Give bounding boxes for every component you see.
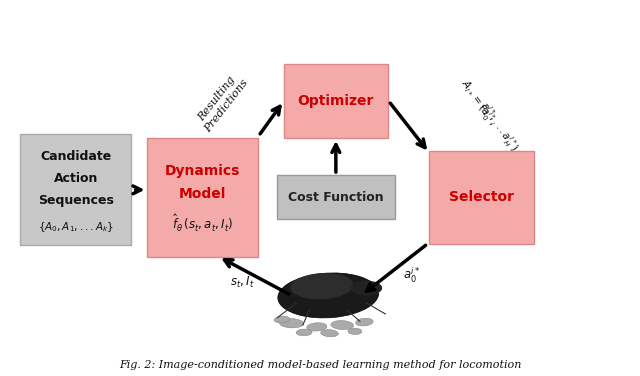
Ellipse shape (280, 318, 303, 328)
Ellipse shape (331, 321, 353, 329)
Ellipse shape (321, 330, 339, 337)
FancyBboxPatch shape (429, 151, 534, 244)
Text: Candidate: Candidate (40, 150, 111, 163)
Text: $a_0^{i*}$: $a_0^{i*}$ (403, 265, 421, 285)
Text: Sequences: Sequences (38, 194, 114, 208)
FancyArrowPatch shape (390, 103, 425, 147)
FancyBboxPatch shape (284, 64, 388, 138)
Text: $a_1^{i*}, ...a_H^{i*})$: $a_1^{i*}, ...a_H^{i*})$ (476, 99, 522, 155)
Text: Dynamics: Dynamics (165, 164, 240, 178)
FancyArrowPatch shape (367, 245, 426, 291)
Text: Action: Action (54, 172, 98, 185)
Text: Optimizer: Optimizer (298, 94, 374, 108)
Text: Selector: Selector (449, 190, 515, 204)
FancyBboxPatch shape (147, 138, 258, 256)
Text: $\hat{f}_{\theta}\,(s_t, a_t, I_t)$: $\hat{f}_{\theta}\,(s_t, a_t, I_t)$ (172, 213, 233, 234)
FancyBboxPatch shape (277, 175, 394, 220)
Text: $\{A_0, A_1, ...A_k\}$: $\{A_0, A_1, ...A_k\}$ (38, 220, 114, 234)
Ellipse shape (296, 329, 312, 336)
FancyArrowPatch shape (225, 260, 289, 294)
FancyBboxPatch shape (20, 134, 131, 246)
Text: Resulting
Predictions: Resulting Predictions (193, 71, 250, 135)
Ellipse shape (307, 323, 327, 331)
Ellipse shape (356, 318, 373, 326)
Text: Model: Model (179, 186, 227, 200)
Ellipse shape (348, 328, 362, 335)
FancyArrowPatch shape (332, 145, 340, 172)
Text: Cost Function: Cost Function (288, 191, 383, 204)
Ellipse shape (278, 273, 379, 318)
Ellipse shape (274, 316, 290, 323)
FancyArrowPatch shape (133, 186, 141, 194)
Text: $A_{i*} = (a_0^{i*},$: $A_{i*} = (a_0^{i*},$ (456, 76, 500, 129)
Text: $s_t, I_t$: $s_t, I_t$ (230, 275, 255, 290)
Text: Fig. 2: Image-conditioned model-based learning method for locomotion: Fig. 2: Image-conditioned model-based le… (119, 359, 521, 370)
Ellipse shape (291, 273, 353, 299)
FancyArrowPatch shape (260, 106, 280, 134)
Ellipse shape (351, 280, 382, 296)
